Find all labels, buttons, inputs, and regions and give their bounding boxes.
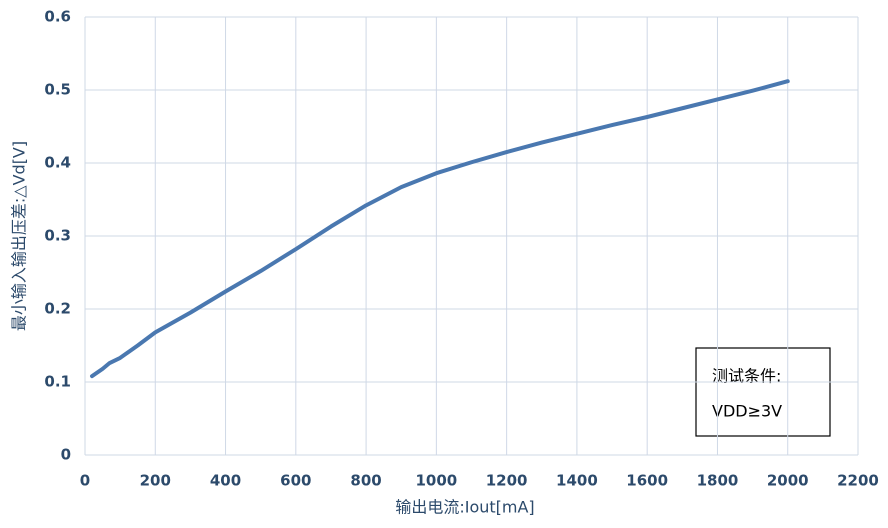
annotation-text: 测试条件: [712,367,781,386]
y-tick-label: 0.6 [44,8,71,26]
x-tick-label: 1000 [415,472,457,490]
y-tick-label: 0.3 [44,227,71,245]
y-tick-label: 0.4 [44,154,71,172]
x-tick-label: 400 [210,472,241,490]
annotation-box [695,347,831,437]
x-tick-label: 1400 [556,472,598,490]
x-tick-label: 800 [350,472,381,490]
y-tick-label: 0.1 [44,373,71,391]
annotation-text: VDD≥3V [712,402,782,421]
y-tick-label: 0.5 [44,81,71,99]
x-tick-label: 200 [140,472,171,490]
y-tick-label: 0.2 [44,300,71,318]
x-tick-label: 1800 [697,472,739,490]
y-axis-title: 最小输入输出压差:△Vd[V] [10,141,29,331]
x-tick-label: 2000 [767,472,809,490]
x-tick-label: 0 [80,472,90,490]
x-tick-label: 2200 [837,472,879,490]
x-tick-label: 600 [280,472,311,490]
x-tick-label: 1200 [486,472,528,490]
x-tick-label: 1600 [626,472,668,490]
data-line [90,79,790,379]
x-axis-title: 输出电流:Iout[mA] [395,498,534,517]
y-tick-label: 0 [61,446,71,464]
